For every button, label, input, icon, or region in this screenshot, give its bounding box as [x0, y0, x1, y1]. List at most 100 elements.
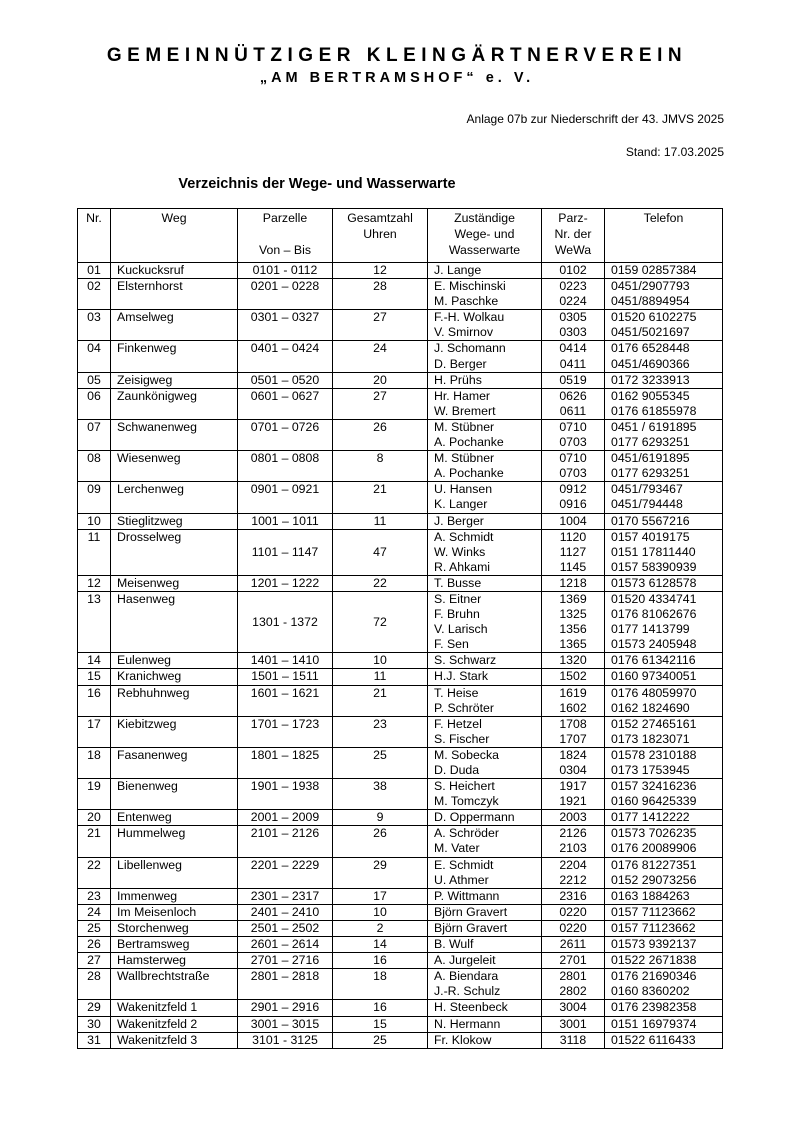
warden-name: A. Pochanke [434, 435, 504, 450]
warden-parzelle-nr: 0220 [559, 904, 587, 919]
cell-uhren: 18 [332, 968, 428, 1001]
cell-parznr: 0519 [541, 371, 605, 389]
cell-parznr: 0626 0611 [541, 387, 605, 420]
cell-parznr: 1824 0304 [541, 746, 605, 780]
column-header-telefon: Telefon [604, 208, 723, 263]
cell-weg: Wakenitzfeld 3 [110, 1031, 238, 1049]
cell-parznr: 2611 [541, 936, 605, 954]
warden-telefon: 0451/794448 [611, 497, 683, 512]
warden-name: S. Eitner [434, 591, 482, 606]
cell-warte: N. Hermann [427, 1015, 542, 1033]
cell-parznr: 0710 0703 [541, 450, 605, 483]
warden-name: M. Stübner [434, 419, 495, 434]
warden-parzelle-nr: 2103 [559, 841, 587, 856]
cell-parznr: 2801 2802 [541, 968, 605, 1001]
cell-parznr: 0223 0224 [541, 278, 605, 311]
cell-nr: 02 [77, 278, 111, 311]
cell-weg: Libellenweg [110, 856, 238, 889]
warden-name: N. Hermann [434, 1016, 501, 1031]
column-header-parzelle: Parzelle Von – Bis [237, 208, 333, 263]
warden-name: A. Schröder [434, 826, 499, 841]
cell-weg: Amselweg [110, 309, 238, 342]
warden-name: Björn Gravert [434, 920, 508, 935]
cell-telefon: 01573 7026235 0176 20089906 [604, 825, 723, 858]
cell-weg: Stieglitzweg [110, 512, 238, 530]
warden-parzelle-nr: 2316 [559, 888, 587, 903]
cell-telefon: 01520 4334741 0176 81062676 0177 1413799 01… [604, 590, 723, 654]
cell-warte: M. Sobecka D. Duda [427, 746, 542, 780]
cell-parznr: 2204 2212 [541, 856, 605, 889]
cell-uhren: 26 [332, 418, 428, 452]
warden-name: J. Berger [434, 513, 484, 528]
cell-weg: Rebhuhnweg [110, 684, 238, 717]
warden-name: J. Lange [434, 263, 482, 277]
warden-telefon: 0176 6528448 [611, 341, 690, 356]
warden-name: M. Stübner [434, 451, 495, 466]
cell-telefon: 0176 23982358 [604, 999, 723, 1017]
cell-warte: M. Stübner A. Pochanke [427, 450, 542, 483]
cell-uhren: 21 [332, 684, 428, 717]
warden-telefon: 0451/4690366 [611, 356, 690, 371]
warden-telefon: 0177 1413799 [611, 622, 690, 637]
cell-parzelle: 1101 – 1147 [237, 528, 333, 576]
warden-parzelle-nr: 0224 [559, 294, 587, 309]
warden-parzelle-nr: 2126 [559, 826, 587, 841]
cell-warte: U. Hansen K. Langer [427, 481, 542, 514]
warden-telefon: 0160 97340051 [611, 669, 697, 684]
table-row: 19 Bienenweg 1901 – 1938 38 S. Heichert M. To… [77, 778, 723, 811]
cell-weg: Bienenweg [110, 778, 238, 811]
warden-telefon: 0451/5021697 [611, 325, 690, 340]
cell-nr: 01 [77, 261, 111, 280]
cell-telefon: 0451/793467 0451/794448 [604, 481, 723, 514]
cell-warte: A. Jurgeleit [427, 952, 542, 970]
table-row: 09 Lerchenweg 0901 – 0921 21 U. Hansen K. Lan… [77, 481, 723, 514]
cell-nr: 14 [77, 652, 111, 670]
warden-telefon: 0157 58390939 [611, 559, 697, 574]
warden-name: Björn Gravert [434, 904, 508, 919]
cell-weg: Wakenitzfeld 2 [110, 1015, 238, 1033]
cell-parzelle: 2101 – 2126 [237, 825, 333, 858]
cell-warte: Björn Gravert [427, 919, 542, 938]
cell-telefon: 0157 71123662 [604, 919, 723, 938]
cell-weg: Kiebitzweg [110, 715, 238, 748]
cell-warte: F. Hetzel S. Fischer [427, 715, 542, 748]
cell-parzelle: 0101 - 0112 [237, 261, 333, 280]
cell-weg: Wakenitzfeld 1 [110, 999, 238, 1017]
cell-parznr: 1619 1602 [541, 684, 605, 717]
cell-parzelle: 0301 – 0327 [237, 309, 333, 342]
warden-parzelle-nr: 0223 [559, 279, 587, 294]
warden-name: W. Bremert [434, 403, 496, 418]
cell-telefon: 0152 27465161 0173 1823071 [604, 715, 723, 748]
cell-warte: T. Heise P. Schröter [427, 684, 542, 717]
cell-parzelle: 1801 – 1825 [237, 746, 333, 780]
warden-name: D. Oppermann [434, 810, 515, 825]
cell-uhren: 16 [332, 999, 428, 1017]
cell-weg: Storchenweg [110, 919, 238, 938]
cell-nr: 18 [77, 746, 111, 780]
warden-parzelle-nr: 2212 [559, 872, 587, 887]
table-row: 08 Wiesenweg 0801 – 0808 8 M. Stübner A. Poch… [77, 450, 723, 483]
cell-nr: 13 [77, 590, 111, 654]
warden-parzelle-nr: 1921 [559, 794, 587, 809]
cell-uhren: 21 [332, 481, 428, 514]
cell-nr: 11 [77, 528, 111, 576]
warden-name: U. Hansen [434, 482, 493, 497]
warden-name: A. Jurgeleit [434, 953, 496, 968]
cell-parzelle: 3101 - 3125 [237, 1031, 333, 1049]
cell-telefon: 0163 1884263 [604, 887, 723, 905]
table-row: 03 Amselweg 0301 – 0327 27 F.-H. Wolkau V. Sm… [77, 309, 723, 342]
warden-parzelle-nr: 0611 [559, 403, 587, 418]
warden-telefon: 0176 61855978 [611, 403, 697, 418]
cell-parznr: 2126 2103 [541, 825, 605, 858]
cell-parzelle: 1401 – 1410 [237, 652, 333, 670]
cell-uhren: 20 [332, 371, 428, 389]
cell-uhren: 28 [332, 278, 428, 311]
cell-parznr: 2003 [541, 809, 605, 827]
table-row: 02 Elsternhorst 0201 – 0228 28 E. Mischinski… [77, 278, 723, 311]
warden-name: E. Schmidt [434, 857, 494, 872]
warden-name: A. Biendara [434, 969, 499, 984]
cell-weg: Im Meisenloch [110, 903, 238, 921]
warden-telefon: 0177 1412222 [611, 810, 690, 825]
cell-warte: S. Eitner F. Bruhn V. Larisch F. Sen [427, 590, 542, 654]
warden-telefon: 0176 81062676 [611, 607, 697, 622]
